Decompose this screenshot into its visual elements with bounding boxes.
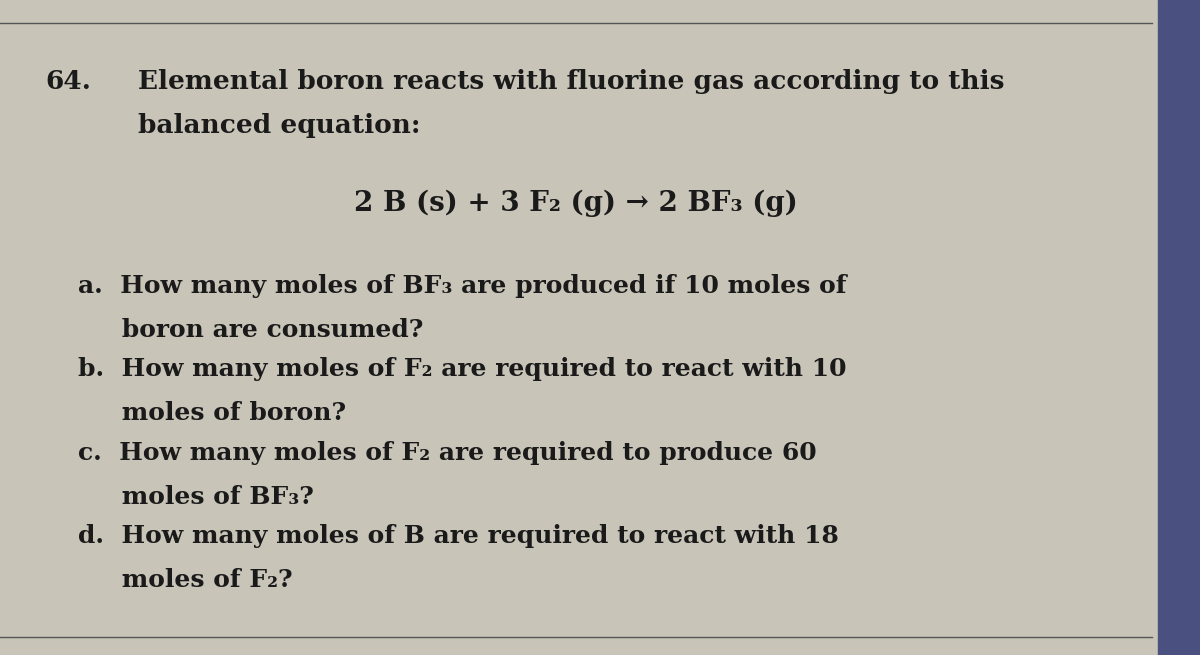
Text: a.  How many moles of BF₃ are produced if 10 moles of: a. How many moles of BF₃ are produced if…	[78, 274, 846, 298]
Text: boron are consumed?: boron are consumed?	[78, 318, 424, 342]
Bar	[1158, 0, 1200, 655]
Text: c.  How many moles of F₂ are required to produce 60: c. How many moles of F₂ are required to …	[78, 441, 817, 465]
Text: d.  How many moles of B are required to react with 18: d. How many moles of B are required to r…	[78, 524, 839, 548]
Text: balanced equation:: balanced equation:	[138, 113, 420, 138]
Text: moles of BF₃?: moles of BF₃?	[78, 485, 314, 509]
Text: moles of boron?: moles of boron?	[78, 401, 346, 425]
Text: moles of F₂?: moles of F₂?	[78, 568, 293, 592]
Text: 2 B (s) + 3 F₂ (g) → 2 BF₃ (g): 2 B (s) + 3 F₂ (g) → 2 BF₃ (g)	[354, 190, 798, 217]
Text: Elemental boron reacts with fluorine gas according to this: Elemental boron reacts with fluorine gas…	[138, 69, 1004, 94]
Text: 64.: 64.	[46, 69, 91, 94]
Text: b.  How many moles of F₂ are required to react with 10: b. How many moles of F₂ are required to …	[78, 357, 846, 381]
